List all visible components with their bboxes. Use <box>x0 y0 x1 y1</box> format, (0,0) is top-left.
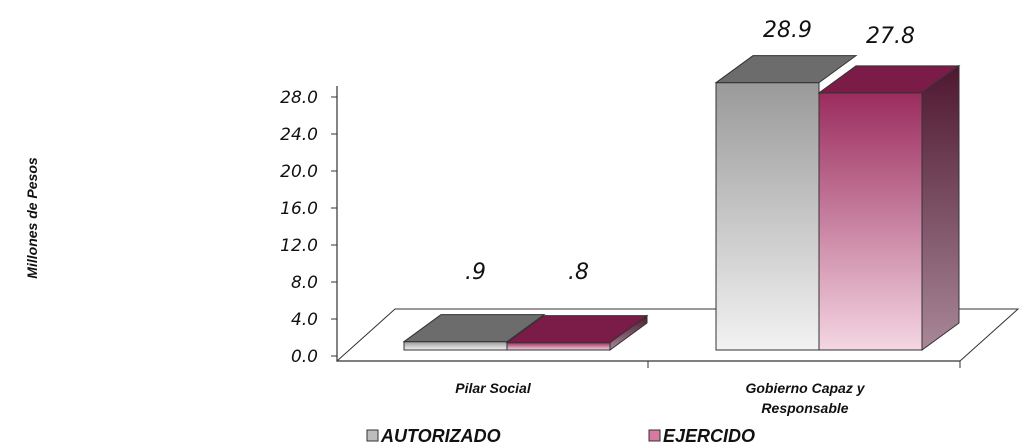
y-axis-label: Millones de Pesos <box>24 157 40 279</box>
legend-label: EJERCIDO <box>663 426 755 446</box>
legend-swatch <box>366 429 379 442</box>
bar-ejercido <box>817 64 961 351</box>
category-labels: Pilar Social Gobierno Capaz y Responsable <box>455 380 865 416</box>
bar-front <box>506 342 611 351</box>
bar-side <box>609 314 648 351</box>
y-tick-label: 24.0 <box>280 125 318 145</box>
legend-swatch <box>648 429 661 442</box>
bar-top <box>402 314 546 343</box>
y-axis <box>331 86 961 368</box>
bars-group <box>402 55 961 351</box>
data-label: 28.9 <box>763 18 812 43</box>
legend-label: AUTORIZADO <box>380 426 501 446</box>
bar-front <box>818 92 923 351</box>
y-tick-label: 20.0 <box>280 162 318 182</box>
y-tick-label: 4.0 <box>291 310 318 330</box>
value-labels: .9 .8 28.9 27.8 <box>465 18 915 285</box>
y-tick-label: 8.0 <box>291 273 318 293</box>
bar-autorizado <box>714 55 858 351</box>
y-tick-labels: 0.0 4.0 8.0 12.0 16.0 20.0 24.0 28.0 <box>280 88 318 367</box>
legend-item-autorizado: AUTORIZADO <box>366 426 501 446</box>
data-label: .9 <box>465 260 486 285</box>
y-tick-label: 0.0 <box>291 347 318 367</box>
bar-top <box>714 55 858 84</box>
y-tick-label: 16.0 <box>280 199 318 219</box>
category-label: Responsable <box>761 400 848 416</box>
data-label: .8 <box>568 260 589 285</box>
bar-front <box>403 341 508 351</box>
y-tick-label: 28.0 <box>280 88 318 108</box>
bar-front <box>715 82 820 351</box>
y-tick-label: 12.0 <box>280 236 318 256</box>
category-label: Pilar Social <box>455 380 532 396</box>
bar-ejercido <box>505 314 649 351</box>
data-label: 27.8 <box>866 24 915 49</box>
bar-side <box>921 64 960 351</box>
legend-item-ejercido: EJERCIDO <box>648 426 755 446</box>
legend: AUTORIZADO EJERCIDO <box>366 426 755 446</box>
category-label: Gobierno Capaz y <box>745 380 865 396</box>
bar-autorizado <box>402 314 546 351</box>
